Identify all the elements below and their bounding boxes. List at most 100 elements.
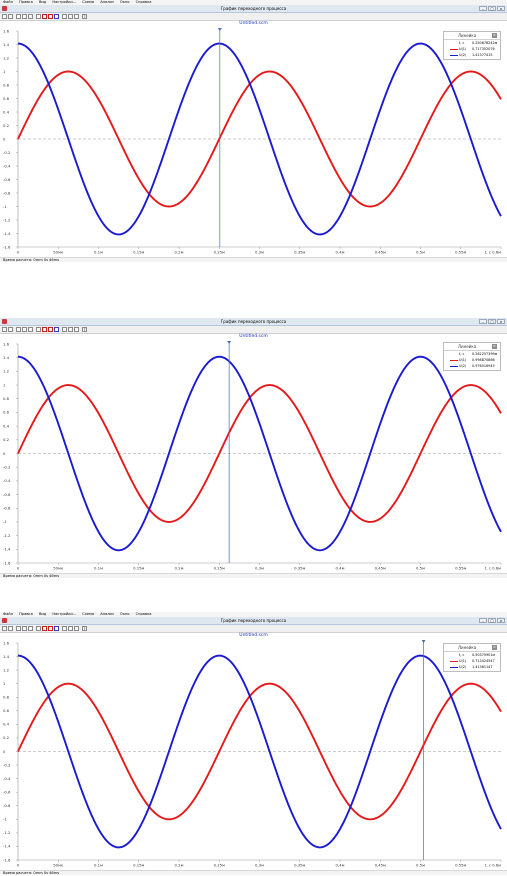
grid-icon[interactable]: [68, 626, 73, 631]
help-icon[interactable]: ?: [82, 626, 87, 631]
curve-blue-icon[interactable]: [54, 14, 59, 19]
zoom-in-icon[interactable]: [16, 626, 21, 631]
help-icon[interactable]: ?: [82, 14, 87, 19]
maximize-button[interactable]: □: [488, 618, 496, 623]
menu-help[interactable]: Справка: [135, 0, 152, 4]
menu-edit[interactable]: Правка: [19, 612, 33, 616]
transient-plot-1[interactable]: 1.6 1.4 1.2 1 0.8 0.6 0.4 0.2 0 -0.2 -0.4 -0.6 -0.8 -…: [0, 27, 507, 257]
y-tick-label: -0.4: [3, 478, 11, 483]
ruler-close-button[interactable]: ×: [492, 344, 497, 349]
u1-swatch: [450, 360, 458, 361]
maximize-button[interactable]: □: [488, 319, 496, 324]
window-titlebar: График переходного процесса – □ ×: [0, 617, 507, 625]
menu-help[interactable]: Справка: [135, 612, 152, 616]
menu-file[interactable]: Файл: [3, 0, 13, 4]
ruler-icon[interactable]: [62, 14, 67, 19]
menu-view[interactable]: Вид: [38, 0, 47, 4]
export-icon[interactable]: [74, 626, 79, 631]
menu-window[interactable]: Окно: [119, 612, 130, 616]
series-u2-line: [17, 355, 502, 552]
minimize-button[interactable]: –: [479, 6, 487, 11]
minimize-button[interactable]: –: [479, 618, 487, 623]
curve-blue-icon[interactable]: [54, 327, 59, 332]
transient-plot-2[interactable]: 1.6 1.4 1.2 1 0.8 0.6 0.4 0.2 0 -0.2 -0.4 -0.6 -0.8 -…: [0, 340, 507, 573]
grid-icon[interactable]: [68, 14, 73, 19]
x-tick-label: 0.15м: [133, 863, 144, 868]
y-tick-label: -0.6: [3, 789, 11, 794]
zoom-out-icon[interactable]: [22, 626, 27, 631]
grid-icon[interactable]: [68, 327, 73, 332]
y-tick-label: 0.6: [3, 96, 10, 101]
menu-settings[interactable]: Настройки...: [52, 612, 77, 616]
menu-settings[interactable]: Настройки...: [52, 0, 77, 4]
print-icon[interactable]: [8, 14, 13, 19]
y-tick-label: 1.2: [3, 369, 10, 374]
ruler-icon[interactable]: [62, 327, 67, 332]
y-tick-label: 1: [3, 681, 6, 686]
save-icon[interactable]: [2, 327, 7, 332]
screenshot-panel-3: Файл Правка Вид Настройки... Схема Анали…: [0, 612, 507, 876]
menu-scheme[interactable]: Схема: [82, 612, 95, 616]
x-tick-label: 0.15м: [133, 250, 144, 255]
u1-swatch: [450, 49, 458, 50]
zoom-fit-icon[interactable]: [28, 626, 33, 631]
ruler-icon[interactable]: [62, 626, 67, 631]
y-tick-label: -1.2: [3, 217, 11, 222]
menu-window[interactable]: Окно: [119, 0, 130, 4]
cursor-icon[interactable]: [36, 327, 41, 332]
ruler-close-button[interactable]: ×: [492, 645, 497, 650]
cursor-icon[interactable]: [36, 626, 41, 631]
ruler-close-button[interactable]: ×: [492, 33, 497, 38]
print-icon[interactable]: [8, 327, 13, 332]
zoom-in-icon[interactable]: [16, 14, 21, 19]
curve-red-icon[interactable]: [42, 14, 47, 19]
menu-analysis[interactable]: Анализ: [100, 0, 114, 4]
menu-scheme[interactable]: Схема: [82, 0, 95, 4]
x-tick-label: 50мк: [53, 863, 64, 868]
close-button[interactable]: ×: [497, 6, 505, 11]
ruler-row-u1: U(1) 0.713424547: [444, 659, 498, 664]
ruler-row-u1: U(1) 0.717352076: [444, 47, 498, 52]
y-tick-label: 1.6: [3, 341, 10, 346]
curve-red-icon[interactable]: [42, 327, 47, 332]
window-title: График переходного процесса: [220, 618, 287, 623]
ruler-u2-value: 1.41361147: [472, 665, 493, 669]
ruler-window[interactable]: Линейка × t, с 0.262257399м U(1) 0.99887…: [443, 342, 501, 371]
curve-style-icon[interactable]: [48, 14, 53, 19]
x-tick-label: 0.25м: [214, 250, 225, 255]
print-icon[interactable]: [8, 626, 13, 631]
minimize-button[interactable]: –: [479, 319, 487, 324]
curve-red-icon[interactable]: [42, 626, 47, 631]
curve-style-icon[interactable]: [48, 626, 53, 631]
window-title: График переходного процесса: [220, 319, 287, 324]
zoom-out-icon[interactable]: [22, 327, 27, 332]
close-button[interactable]: ×: [497, 319, 505, 324]
zoom-fit-icon[interactable]: [28, 327, 33, 332]
zoom-in-icon[interactable]: [16, 327, 21, 332]
curve-style-icon[interactable]: [48, 327, 53, 332]
save-icon[interactable]: [2, 14, 7, 19]
y-tick-label: 0: [3, 136, 6, 141]
menu-file[interactable]: Файл: [3, 612, 13, 616]
y-tick-label: 1.2: [3, 667, 10, 672]
curve-blue-icon[interactable]: [54, 626, 59, 631]
help-icon[interactable]: ?: [82, 327, 87, 332]
zoom-fit-icon[interactable]: [28, 14, 33, 19]
cursor-icon[interactable]: [36, 14, 41, 19]
ruler-window[interactable]: Линейка × t, с 0.50375901м U(1) 0.713424…: [443, 643, 501, 672]
export-icon[interactable]: [74, 327, 79, 332]
menu-view[interactable]: Вид: [38, 612, 47, 616]
menu-edit[interactable]: Правка: [19, 0, 33, 4]
ruler-window[interactable]: Линейка × t, с 0.250678242м U(1) 0.71735…: [443, 31, 501, 60]
y-tick-label: -0.2: [3, 762, 11, 767]
close-button[interactable]: ×: [497, 618, 505, 623]
transient-plot-3[interactable]: 1.6 1.4 1.2 1 0.8 0.6 0.4 0.2 0 -0.2 -0.4 -0.6 -0.8 -…: [0, 639, 507, 870]
zoom-out-icon[interactable]: [22, 14, 27, 19]
menu-analysis[interactable]: Анализ: [100, 612, 114, 616]
save-icon[interactable]: [2, 626, 7, 631]
maximize-button[interactable]: □: [488, 6, 496, 11]
y-tick-label: -0.8: [3, 190, 11, 195]
app-icon: [2, 618, 7, 623]
export-icon[interactable]: [74, 14, 79, 19]
x-tick-label: 50мк: [53, 566, 64, 571]
